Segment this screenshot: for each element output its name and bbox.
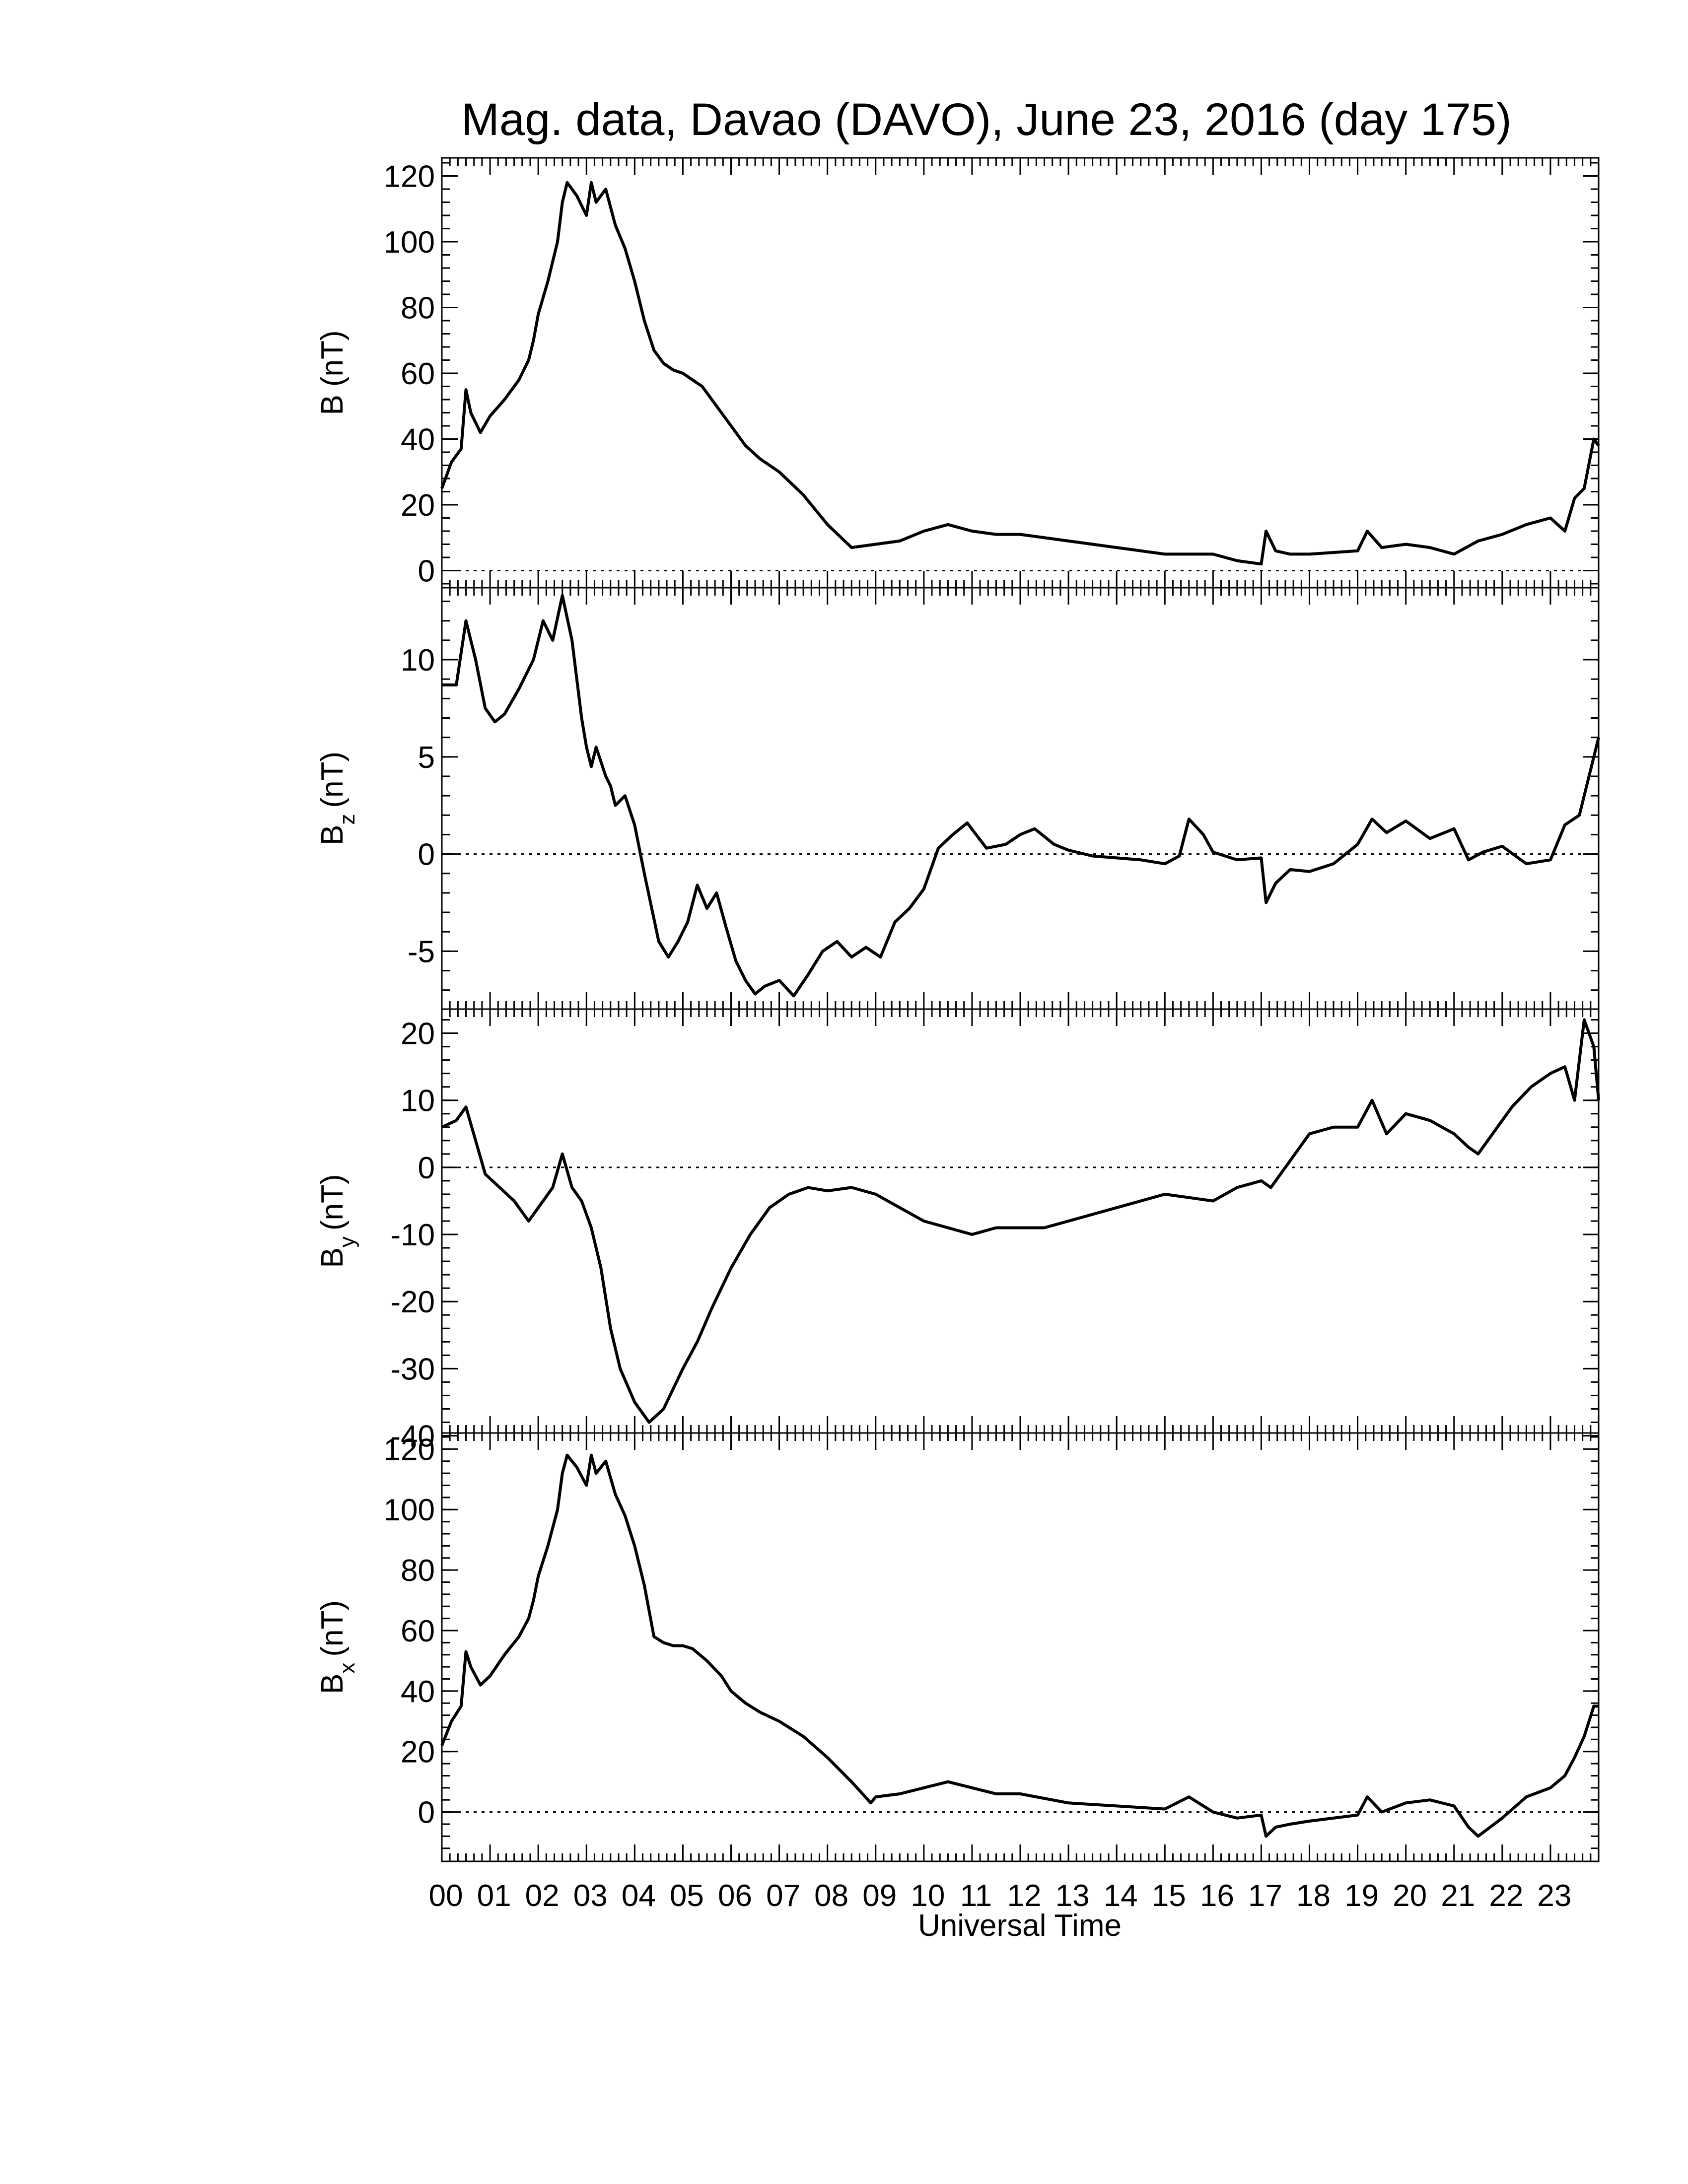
x-tick-label: 17 <box>1248 1879 1282 1913</box>
x-tick-label: 03 <box>573 1879 608 1913</box>
y-axis-label-subscript: z <box>335 814 359 825</box>
y-tick-label-Bx: 0 <box>418 1796 435 1830</box>
y-tick-label-Bz: -5 <box>408 935 435 969</box>
series-line-Bz <box>442 594 1600 998</box>
x-tick-label: 08 <box>814 1879 848 1913</box>
panel-By: -40 -30 -20 -10 0 10 20 By (nT) <box>315 1008 1600 1454</box>
x-tick-label: 07 <box>766 1879 800 1913</box>
x-tick-label: 18 <box>1296 1879 1331 1913</box>
x-tick-label: 09 <box>862 1879 897 1913</box>
series-line-B <box>440 181 1600 566</box>
panel-frame-Bz <box>441 587 1600 1010</box>
panels: 020406080100120B(nT)-50510Bz(nT)-40-30-2… <box>315 157 1600 1862</box>
y-tick-label-B: 100 <box>384 225 435 260</box>
y-tick-label-Bx: 60 <box>401 1614 435 1648</box>
y-tick-label-Bz: 0 <box>418 838 435 872</box>
y-axis-label-main: B <box>315 1247 350 1268</box>
y-tick-label-By: -10 <box>390 1218 435 1252</box>
y-axis-label-unit: (nT) <box>315 330 350 387</box>
y-axis-label-Bx: Bx (nT) <box>315 1600 359 1694</box>
y-axis-label-main: B <box>315 1674 350 1694</box>
y-tick-label-B: 120 <box>384 160 435 194</box>
y-tick-label-By: 0 <box>418 1151 435 1185</box>
y-axis-label-unit: (nT) <box>315 751 350 808</box>
x-tick-label: 05 <box>670 1879 704 1913</box>
series-line-By <box>441 1018 1600 1424</box>
chart-title: Mag. data, Davao (DAVO), June 23, 2016 (… <box>461 94 1511 145</box>
y-tick-label-Bx: 120 <box>384 1433 435 1467</box>
panel-Bz: -5 0 5 10 Bz (nT) <box>315 587 1600 1010</box>
x-tick-label: 19 <box>1344 1879 1379 1913</box>
y-tick-label-By: -40 <box>390 1420 435 1454</box>
y-axis-label-unit: (nT) <box>315 1600 350 1657</box>
x-tick-label: 01 <box>477 1879 511 1913</box>
y-tick-label-By: -20 <box>390 1285 435 1319</box>
x-tick-label: 15 <box>1152 1879 1186 1913</box>
x-tick-labels: 00 01 02 03 04 05 06 07 08 09 10 11 12 13 14 15 16 17 18 19… <box>429 1879 1572 1913</box>
y-tick-label-Bx: 100 <box>384 1493 435 1527</box>
x-tick-label: 16 <box>1200 1879 1234 1913</box>
series-line-Bx <box>440 1453 1599 1838</box>
y-tick-label-By: 10 <box>401 1084 435 1118</box>
x-tick-label: 04 <box>622 1879 656 1913</box>
y-tick-label-Bx: 80 <box>401 1554 435 1588</box>
x-tick-label: 13 <box>1055 1879 1090 1913</box>
y-tick-label-Bz: 10 <box>401 643 435 678</box>
y-tick-label-B: 40 <box>401 423 435 457</box>
panel-frame-By <box>441 1008 1600 1434</box>
x-tick-label: 20 <box>1393 1879 1427 1913</box>
x-tick-label: 14 <box>1104 1879 1138 1913</box>
y-axis-label-subscript: y <box>335 1236 359 1247</box>
x-tick-label: 21 <box>1441 1879 1475 1913</box>
y-tick-label-B: 60 <box>401 357 435 391</box>
x-tick-label: 23 <box>1537 1879 1571 1913</box>
y-axis-label-unit: (nT) <box>315 1174 350 1230</box>
y-axis-label-By: By (nT) <box>315 1174 359 1268</box>
y-tick-label-Bz: 5 <box>418 741 435 775</box>
y-tick-label-B: 0 <box>418 554 435 589</box>
y-tick-label-By: -30 <box>390 1352 435 1386</box>
x-axis-label: Universal Time <box>918 1909 1122 1943</box>
y-axis-label-subscript: x <box>335 1663 359 1674</box>
x-tick-label: 02 <box>525 1879 560 1913</box>
y-axis-label-main: B <box>315 825 350 845</box>
y-tick-label-Bx: 20 <box>401 1735 435 1770</box>
x-tick-label: 22 <box>1489 1879 1523 1913</box>
panel-Bx: 0 20 40 60 80 100 120 Bx (nT) <box>315 1432 1600 1862</box>
x-tick-label: 06 <box>718 1879 752 1913</box>
y-axis-label-B: B (nT) <box>315 330 350 415</box>
y-tick-label-B: 80 <box>401 291 435 326</box>
y-axis-label-Bz: Bz (nT) <box>315 751 359 845</box>
x-tick-label: 00 <box>429 1879 463 1913</box>
x-tick-label: 11 <box>960 1879 992 1913</box>
y-axis-label-main: B <box>315 395 350 415</box>
y-tick-label-B: 20 <box>401 488 435 523</box>
panel-B: 0 20 40 60 80 100 120 B (nT) <box>315 157 1600 589</box>
y-tick-label-By: 20 <box>401 1017 435 1051</box>
x-tick-label: 12 <box>1007 1879 1042 1913</box>
x-tick-label: 10 <box>911 1879 945 1913</box>
y-tick-label-Bx: 40 <box>401 1675 435 1709</box>
